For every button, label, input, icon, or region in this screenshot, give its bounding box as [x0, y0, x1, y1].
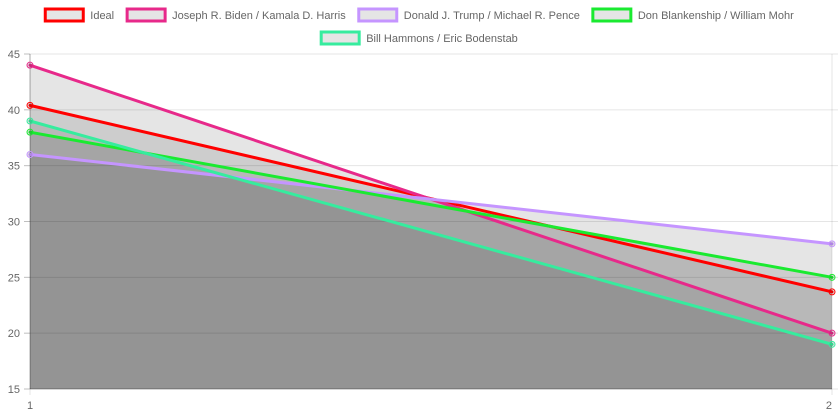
series-lines — [28, 63, 834, 346]
axes: 15 20 25 30 35 40 45 1 2 — [8, 49, 832, 412]
legend-item-joseph-r-biden-kamala-d-harris[interactable]: Joseph R. Biden / Kamala D. Harris — [125, 7, 346, 23]
legend-label: Bill Hammons / Eric Bodenstab — [366, 33, 518, 45]
data-point-bill-hammons-eric-bodenstab[interactable] — [828, 340, 836, 348]
grid-lines — [29, 53, 838, 395]
data-point-don-blankenship-william-mohr[interactable] — [26, 128, 34, 136]
legend-swatch — [319, 30, 361, 46]
series-line-don-blankenship-william-mohr — [28, 130, 834, 279]
x-tick-label: 1 — [27, 400, 33, 412]
y-tick-label: 30 — [8, 217, 20, 229]
legend-label: Don Blankenship / William Mohr — [638, 10, 794, 22]
legend-label: Joseph R. Biden / Kamala D. Harris — [172, 10, 346, 22]
legend-swatch — [357, 7, 399, 23]
data-point-ideal[interactable] — [26, 101, 34, 109]
area-fill-donald-j-trump-michael-r-pence — [30, 154, 832, 389]
x-tick-label: 2 — [826, 400, 832, 412]
legend-item-donald-j-trump-michael-r-pence[interactable]: Donald J. Trump / Michael R. Pence — [357, 7, 580, 23]
y-tick-label: 20 — [8, 328, 20, 340]
legend-swatch — [125, 7, 167, 23]
data-point-bill-hammons-eric-bodenstab[interactable] — [26, 117, 34, 125]
data-point-joseph-r-biden-kamala-d-harris[interactable] — [828, 329, 836, 337]
series-line-donald-j-trump-michael-r-pence — [28, 153, 834, 246]
legend-label: Ideal — [90, 10, 114, 22]
series-line-bill-hammons-eric-bodenstab — [28, 119, 834, 346]
legend-item-bill-hammons-eric-bodenstab[interactable]: Bill Hammons / Eric Bodenstab — [319, 30, 518, 46]
y-tick-label: 40 — [8, 105, 20, 117]
legend-swatch — [43, 7, 85, 23]
y-tick-label: 35 — [8, 161, 20, 173]
data-point-donald-j-trump-michael-r-pence[interactable] — [26, 151, 34, 158]
series-fills — [30, 65, 832, 390]
data-point-don-blankenship-william-mohr[interactable] — [828, 273, 836, 281]
data-point-joseph-r-biden-kamala-d-harris[interactable] — [26, 61, 34, 69]
data-point-donald-j-trump-michael-r-pence[interactable] — [828, 240, 836, 248]
data-point-ideal[interactable] — [828, 288, 836, 296]
legend-label: Donald J. Trump / Michael R. Pence — [404, 10, 580, 22]
data-points — [26, 61, 836, 348]
y-tick-label: 15 — [8, 384, 20, 396]
area-fill-don-blankenship-william-mohr — [30, 132, 832, 389]
y-tick-label: 25 — [8, 272, 20, 284]
legend-item-don-blankenship-william-mohr[interactable]: Don Blankenship / William Mohr — [591, 7, 794, 23]
legend-item-ideal[interactable]: Ideal — [43, 7, 114, 23]
y-tick-label: 45 — [8, 49, 20, 61]
legend: Ideal Joseph R. Biden / Kamala D. Harris D… — [43, 7, 794, 46]
area-fill-joseph-r-biden-kamala-d-harris — [30, 65, 832, 390]
legend-swatch — [591, 7, 633, 23]
area-fill-bill-hammons-eric-bodenstab — [30, 121, 832, 389]
